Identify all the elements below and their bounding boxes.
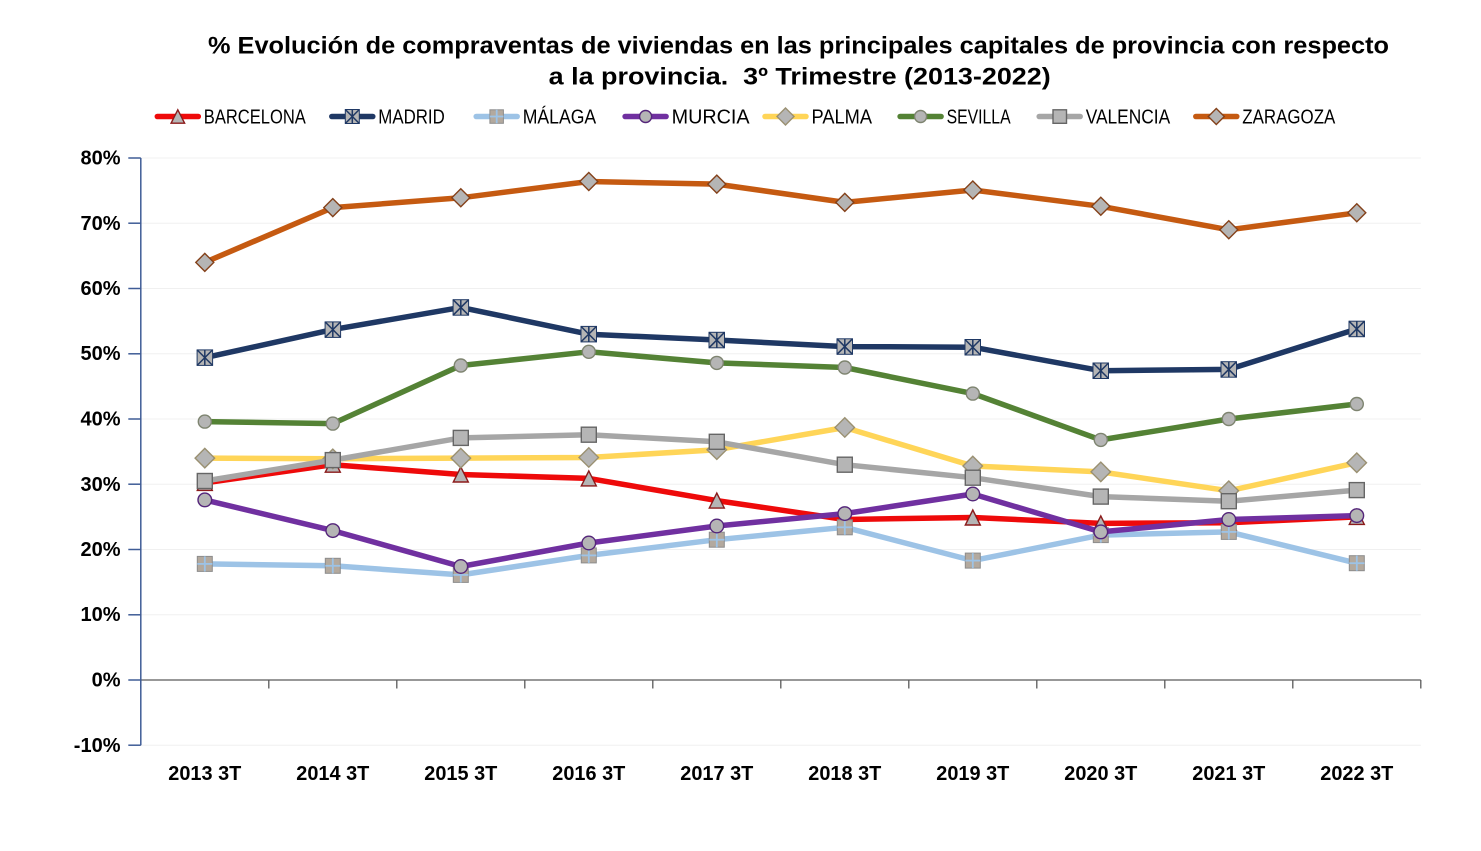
svg-text:BARCELONA: BARCELONA [204, 107, 307, 129]
svg-text:MADRID: MADRID [378, 107, 445, 129]
svg-text:ZARAGOZA: ZARAGOZA [1242, 107, 1336, 129]
svg-text:2021 3T: 2021 3T [1192, 763, 1265, 785]
svg-text:20%: 20% [80, 539, 120, 561]
svg-text:2016 3T: 2016 3T [552, 763, 625, 785]
svg-text:2013 3T: 2013 3T [168, 763, 241, 785]
svg-text:40%: 40% [80, 409, 120, 431]
svg-text:60%: 60% [80, 278, 120, 300]
svg-text:50%: 50% [80, 343, 120, 365]
svg-text:80%: 80% [80, 148, 120, 170]
svg-text:2022 3T: 2022 3T [1320, 763, 1393, 785]
svg-text:-10%: -10% [74, 735, 121, 757]
svg-text:PALMA: PALMA [812, 107, 873, 129]
svg-text:70%: 70% [80, 213, 120, 235]
svg-text:2018 3T: 2018 3T [808, 763, 881, 785]
svg-text:2015 3T: 2015 3T [424, 763, 497, 785]
svg-text:SEVILLA: SEVILLA [947, 107, 1012, 129]
svg-text:VALENCIA: VALENCIA [1086, 107, 1171, 129]
svg-text:2017 3T: 2017 3T [680, 763, 753, 785]
svg-text:a la provincia. 3º Trimestre: a la provincia. 3º Trimestre (2013-2022) [549, 64, 1051, 91]
svg-text:2020 3T: 2020 3T [1064, 763, 1137, 785]
svg-text:2014 3T: 2014 3T [296, 763, 369, 785]
svg-text:2019 3T: 2019 3T [936, 763, 1009, 785]
svg-text:30%: 30% [80, 474, 120, 496]
svg-text:0%: 0% [92, 670, 121, 692]
svg-text:10%: 10% [80, 604, 120, 626]
svg-text:% Evolución de compraventas de: % Evolución de compraventas de viviendas… [208, 33, 1389, 60]
svg-text:MÁLAGA: MÁLAGA [523, 106, 597, 129]
svg-text:MURCIA: MURCIA [672, 107, 751, 129]
